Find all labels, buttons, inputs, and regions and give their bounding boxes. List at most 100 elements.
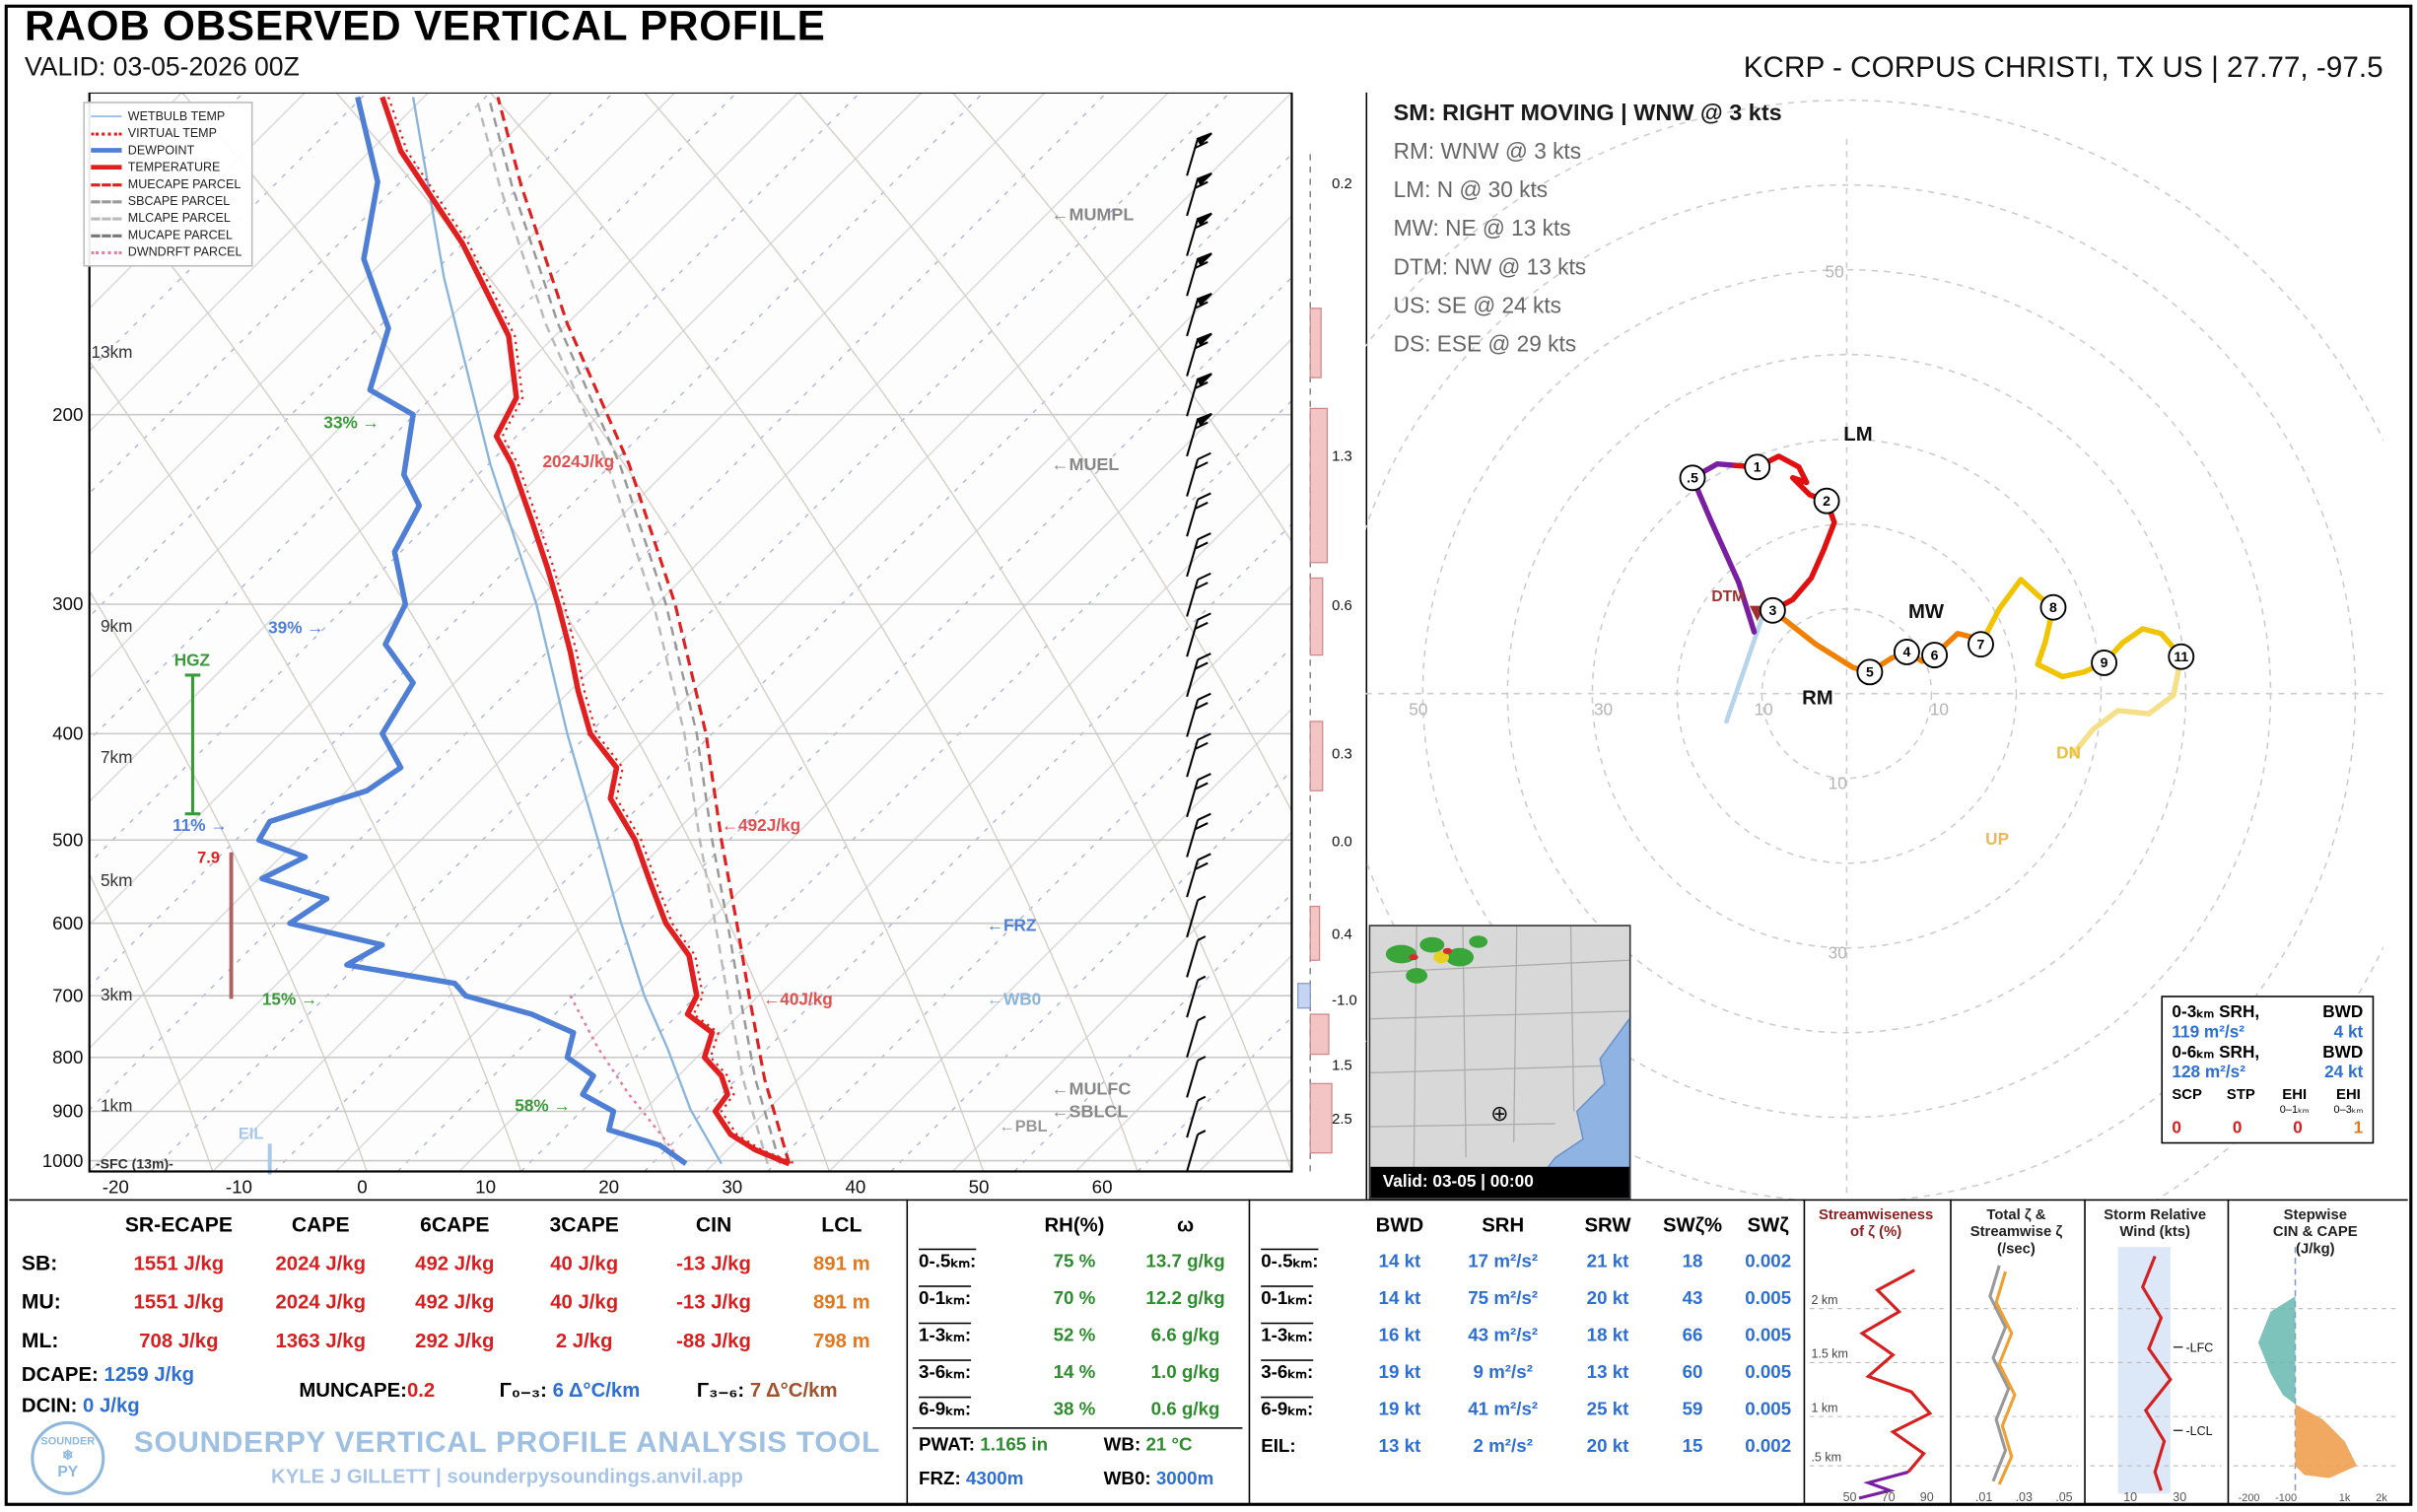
kinematics-panel: BWD SRH SRW SWζ% SWζ 0-.5ₖₘ: 14 kt 17 m²… <box>1249 1200 1804 1505</box>
table-cell: 2024 J/kg <box>275 1289 367 1314</box>
scp-header: SCP <box>2172 1086 2202 1104</box>
lapse-3-6-row: Γ₃₋₆: 7 Δ°C/km <box>696 1378 838 1402</box>
x-axis: .01 .03 .05 <box>1975 1490 2073 1504</box>
kin-header: SWζ% <box>1662 1211 1723 1236</box>
height-label: 1km <box>101 1095 132 1115</box>
skewt-legend: WETBULB TEMP VIRTUAL TEMP DEWPOINT TEMPE… <box>83 102 253 267</box>
swz-pct-value: 66 <box>1682 1324 1703 1346</box>
pwat-row: PWAT: 1.165 in <box>919 1433 1049 1456</box>
gridlines <box>1809 1308 1944 1467</box>
kin-header: SRW <box>1584 1211 1631 1236</box>
srh-0-3-value: 119 m²/s² <box>2172 1023 2245 1043</box>
moisture-panel: RH(%) ω 0-.5ₖₘ: 75 % 13.7 g/kg 0-1ₖₘ: 70… <box>907 1200 1249 1505</box>
ring-label: 10 <box>1755 700 1773 720</box>
skewt-annotations: 33% → 2024J/kg 39% → ←MUMPL ←MUEL 11% → … <box>173 205 1134 1135</box>
skewt-gridlines <box>89 92 1292 1172</box>
x-axis: 10 30 <box>2123 1490 2186 1504</box>
table-cell: -13 J/kg <box>676 1289 751 1314</box>
pressure-label: 600 <box>52 913 83 933</box>
eil-label: EIL <box>239 1126 264 1143</box>
dewpoint-line <box>255 96 688 1166</box>
omega-value: 0.2 <box>1332 176 1352 192</box>
thermo-header: LCL <box>821 1212 863 1237</box>
stp-value: 0 <box>2232 1119 2243 1138</box>
x-tick: .05 <box>2055 1490 2072 1504</box>
lm-info-line: LM: N @ 30 kts <box>1394 176 1548 202</box>
ring-labels: 50 30 10 10 50 10 30 <box>1409 261 1949 962</box>
virtual-legend-line <box>91 131 122 135</box>
cape492-annotation: ←492J/kg <box>722 815 800 835</box>
lfc-label: -LFC <box>2185 1340 2213 1354</box>
omega-value: 0.0 <box>1332 835 1352 851</box>
thermo-panel: SR-ECAPE CAPE 6CAPE 3CAPE CIN LCL SB: 15… <box>9 1200 906 1505</box>
logo-text-top: SOUNDER <box>40 1435 96 1447</box>
radar-map-inset: ⊕ Valid: 03-05 | 00:00 <box>1368 925 1631 1200</box>
thermo-header: CIN <box>695 1212 732 1237</box>
table-cell: 891 m <box>813 1289 870 1314</box>
omega-bars <box>1309 308 1333 1154</box>
omega-value: 1.3 <box>1332 449 1352 465</box>
rh58-annotation: 58% → <box>515 1095 570 1115</box>
layer-label: 0-.5ₖₘ: <box>919 1250 977 1272</box>
lcl-label: -LCL <box>2185 1424 2212 1438</box>
mixing-ratio-value: 1.0 g/kg <box>1150 1360 1220 1383</box>
row-label: ML: <box>21 1328 59 1352</box>
swz-value: 0.005 <box>1745 1286 1792 1309</box>
temp-label: -20 <box>103 1176 129 1197</box>
storm-motion-info: SM: RIGHT MOVING | WNW @ 3 kts RM: WNW @… <box>1394 100 1782 357</box>
mini-title-line: Stepwise <box>2284 1207 2347 1223</box>
total-vorticity-curve <box>1988 1265 2011 1482</box>
rm-label: RM <box>1802 688 1833 710</box>
sm-info-line: SM: RIGHT MOVING | WNW @ 3 kts <box>1394 100 1782 125</box>
mini-title-line: (/sec) <box>1997 1241 2036 1257</box>
srh-value: 75 m²/s² <box>1468 1286 1539 1309</box>
height-marker: 8 <box>2049 599 2057 615</box>
rh-header: RH(%) <box>1044 1211 1105 1236</box>
up-label: UP <box>1985 829 2009 849</box>
rh-value: 75 % <box>1053 1250 1096 1272</box>
y-label: 1 km <box>1811 1401 1837 1414</box>
mini-title-line: Streamwiseness <box>1819 1207 1933 1223</box>
cape-annotation: 2024J/kg <box>542 451 614 471</box>
streamwiseness-low-curve <box>1858 1470 1909 1500</box>
layer-label: EIL: <box>1261 1434 1296 1457</box>
srh-summary-box: 0-3ₖₘ SRH, BWD 119 m²/s² 4 kt 0-6ₖₘ SRH, BW… <box>2161 996 2375 1144</box>
height-marker: 3 <box>1768 602 1776 618</box>
x-tick: 30 <box>2173 1490 2186 1504</box>
wb0-annotation: ←WB0 <box>987 990 1041 1009</box>
mucape-legend-line <box>91 233 122 238</box>
height-label: 3km <box>101 985 132 1004</box>
rh15-annotation: 15% → <box>262 990 317 1009</box>
hgz-marker <box>184 673 201 816</box>
panel-divider <box>1803 1199 1806 1505</box>
snowflake-icon: ❄ <box>61 1446 74 1463</box>
skewt-chart: HGZ 7.9 EIL 33% → 2024J/kg 39% → ←MUMPL … <box>42 91 1293 1197</box>
pressure-label: 300 <box>52 593 83 614</box>
table-cell: 292 J/kg <box>415 1328 495 1352</box>
layer-label: 6-9ₖₘ: <box>1261 1398 1314 1420</box>
ring-label: 50 <box>1826 261 1844 281</box>
ring-label: 30 <box>1829 943 1847 963</box>
temperature-line <box>380 96 791 1167</box>
legend-label: VIRTUAL TEMP <box>127 126 217 141</box>
pressure-label: 700 <box>52 985 83 1005</box>
sbcape-parcel-line <box>487 97 782 1165</box>
table-cell: 1551 J/kg <box>133 1289 225 1314</box>
row-label: MU: <box>21 1289 61 1314</box>
height-marker: 4 <box>1903 644 1911 659</box>
wetbulb-line <box>411 97 723 1165</box>
bwd-value: 14 kt <box>1378 1250 1421 1272</box>
pressure-label: 1000 <box>42 1150 84 1171</box>
ring-label: 50 <box>1409 700 1427 720</box>
omega-labels: 0.2 1.3 0.6 0.3 0.0 0.4 -1.0 1.5 2.5 <box>1332 176 1357 1128</box>
pressure-label: 500 <box>52 830 83 851</box>
legend-label: MUECAPE PARCEL <box>127 176 242 191</box>
composite-index-headers: SCP STP EHI 0–1ₖₘ EHI 0–3ₖₘ <box>2172 1088 2363 1118</box>
ehi3-value: 1 <box>2353 1119 2364 1138</box>
swz-value: 0.005 <box>1745 1398 1792 1420</box>
omega-value: 2.5 <box>1332 1112 1352 1128</box>
mini-title-line: Wind (kts) <box>2119 1224 2190 1240</box>
trace-9-12km <box>2070 653 2184 757</box>
height-label: 7km <box>101 747 132 767</box>
skewt-background <box>89 92 1292 1172</box>
